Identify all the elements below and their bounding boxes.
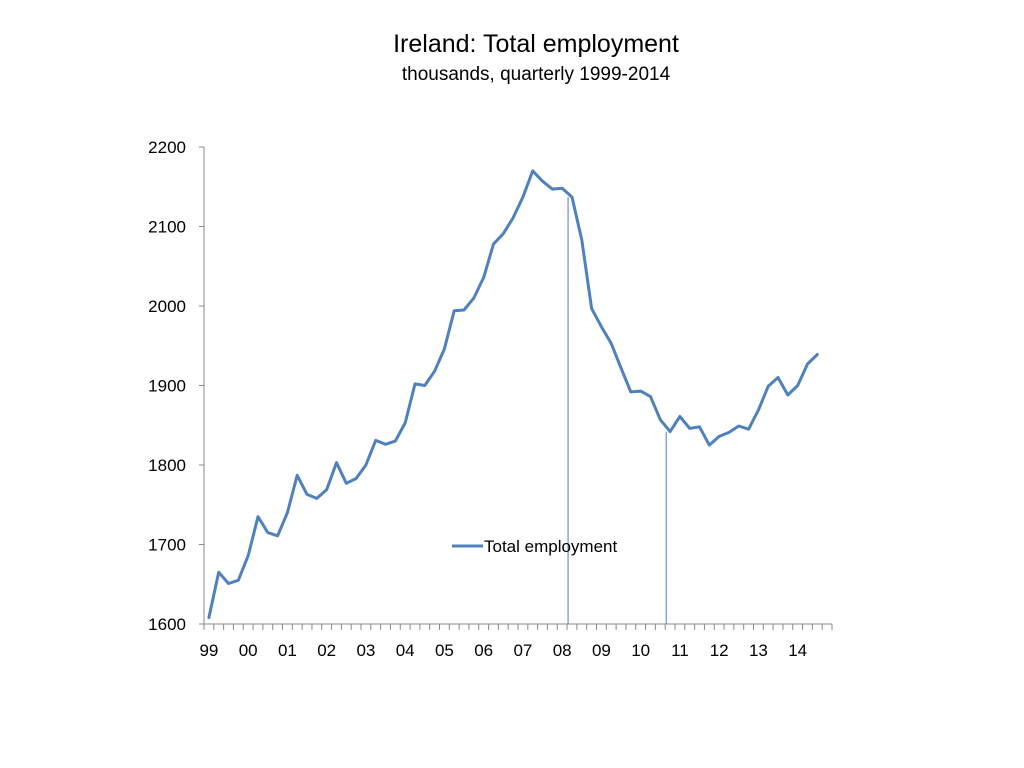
data-point [453,309,456,312]
x-tick-label: 08 [553,641,572,660]
data-point [796,384,799,387]
x-tick-label: 12 [710,641,729,660]
data-point [639,390,642,393]
x-tick-label: 09 [592,641,611,660]
data-point [443,347,446,350]
x-tick-label: 00 [239,641,258,660]
data-point [237,579,240,582]
data-point [659,418,662,421]
x-tick-label: 14 [788,641,807,660]
data-point [423,384,426,387]
data-point [247,554,250,557]
chart-subtitle: thousands, quarterly 1999-2014 [401,64,671,85]
y-tick-label: 1600 [148,615,186,634]
y-tick-label: 2100 [148,218,186,237]
data-point [413,382,416,385]
data-point [570,196,573,199]
data-point [256,515,259,518]
data-point [718,435,721,438]
data-point [433,370,436,373]
data-point [472,297,475,300]
data-point [217,571,220,574]
x-tick-label: 02 [317,641,336,660]
data-point [727,431,730,434]
data-point [296,474,299,477]
data-point [678,415,681,418]
data-point [816,353,819,356]
x-tick-label: 13 [749,641,768,660]
legend-label: Total employment [484,537,618,556]
data-point [590,307,593,310]
axes-layer: 1600 1700 1800 1900 2000 2100 2200 99 00 01 02 03 04… [148,138,833,660]
x-tick-label: 04 [396,641,415,660]
x-tick-label: 07 [513,641,532,660]
data-point [364,464,367,467]
series-layer [207,169,819,620]
y-tick-label: 2200 [148,138,186,157]
data-point [521,196,524,199]
data-point [227,582,230,585]
x-tick-label: 05 [435,641,454,660]
data-point [786,394,789,397]
x-tick-label: 03 [356,641,375,660]
data-point [394,440,397,443]
data-point [541,180,544,183]
data-point [512,216,515,219]
data-point [747,428,750,431]
data-point [463,308,466,311]
data-point [806,363,809,366]
data-point [649,395,652,398]
x-tick-label: 99 [199,641,218,660]
data-point [315,497,318,500]
data-point [620,367,623,370]
data-point [404,421,407,424]
data-point [286,511,289,514]
data-point [767,385,770,388]
y-tick-label: 1700 [148,536,186,555]
data-point [600,325,603,328]
data-point [335,461,338,464]
data-point [737,425,740,428]
y-tick-label: 1900 [148,377,186,396]
data-point [708,444,711,447]
data-point [482,276,485,279]
y-tick-label: 1800 [148,456,186,475]
y-tick-label: 2000 [148,297,186,316]
data-point [531,169,534,172]
data-point [325,488,328,491]
data-point [374,439,377,442]
data-point [580,239,583,242]
x-tick-label: 01 [278,641,297,660]
chart-title: Ireland: Total employment [393,30,679,58]
data-point [207,616,210,619]
reference-lines [567,197,667,624]
data-point [345,482,348,485]
data-point [669,430,672,433]
data-point [306,493,309,496]
data-point [688,427,691,430]
x-tick-label: 06 [474,641,493,660]
x-tick-label: 11 [671,641,689,660]
data-point [266,531,269,534]
data-point [492,242,495,245]
data-point [276,534,279,537]
data-point [757,409,760,412]
data-point [561,187,564,190]
data-point [777,376,780,379]
data-point [355,477,358,480]
data-point [610,342,613,345]
data-point [629,390,632,393]
data-point [698,425,701,428]
data-point [384,443,387,446]
data-point [502,232,505,235]
legend: Total employment [452,537,618,556]
data-point [551,188,554,191]
series-line-total-employment [207,169,819,620]
x-tick-label: 10 [631,641,650,660]
